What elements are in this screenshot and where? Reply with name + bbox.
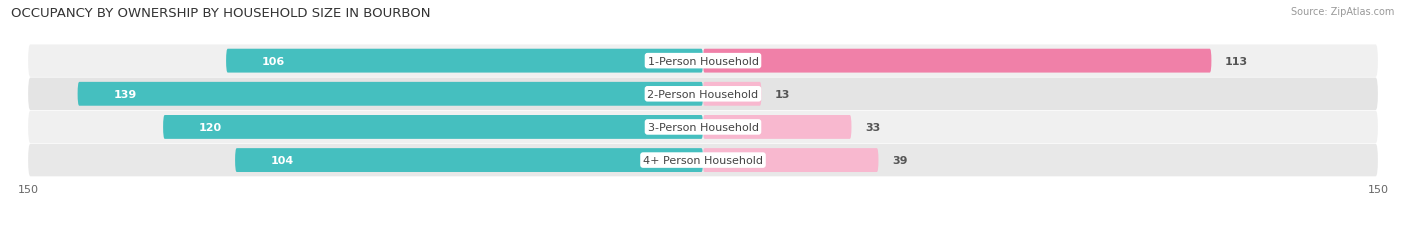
Text: 113: 113 — [1225, 56, 1249, 66]
FancyBboxPatch shape — [226, 49, 703, 73]
Text: 3-Person Household: 3-Person Household — [648, 122, 758, 132]
Text: OCCUPANCY BY OWNERSHIP BY HOUSEHOLD SIZE IN BOURBON: OCCUPANCY BY OWNERSHIP BY HOUSEHOLD SIZE… — [11, 7, 430, 20]
Text: 2-Person Household: 2-Person Household — [647, 89, 759, 99]
FancyBboxPatch shape — [703, 49, 1212, 73]
FancyBboxPatch shape — [28, 144, 1378, 176]
Text: 104: 104 — [271, 155, 294, 165]
FancyBboxPatch shape — [703, 116, 852, 139]
FancyBboxPatch shape — [235, 149, 703, 172]
Text: 106: 106 — [262, 56, 285, 66]
Text: 4+ Person Household: 4+ Person Household — [643, 155, 763, 165]
Text: 139: 139 — [114, 89, 136, 99]
Text: 1-Person Household: 1-Person Household — [648, 56, 758, 66]
Text: 120: 120 — [200, 122, 222, 132]
Text: 13: 13 — [775, 89, 790, 99]
FancyBboxPatch shape — [28, 111, 1378, 143]
Text: 39: 39 — [891, 155, 907, 165]
Text: Source: ZipAtlas.com: Source: ZipAtlas.com — [1291, 7, 1395, 17]
FancyBboxPatch shape — [77, 82, 703, 106]
FancyBboxPatch shape — [28, 45, 1378, 78]
Text: 33: 33 — [865, 122, 880, 132]
FancyBboxPatch shape — [163, 116, 703, 139]
FancyBboxPatch shape — [703, 82, 762, 106]
FancyBboxPatch shape — [703, 149, 879, 172]
FancyBboxPatch shape — [28, 78, 1378, 111]
